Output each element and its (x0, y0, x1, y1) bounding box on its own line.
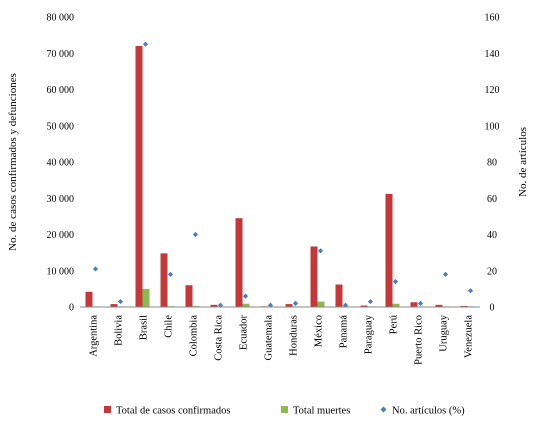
bar-total-de-casos-confirmados-brasil (135, 46, 143, 307)
legend-swatch-total-de-casos-confirmados (104, 406, 111, 413)
bar-total-de-casos-confirmados-chile (160, 253, 168, 307)
y-tick-right: 60 (487, 194, 497, 205)
bar-total-de-casos-confirmados-argentina (85, 291, 93, 307)
category-label-ecuador: Ecuador (239, 314, 250, 349)
category-label-colombia: Colombia (189, 315, 200, 357)
y-tick-right: 120 (485, 85, 500, 96)
point-venezuela (467, 288, 474, 294)
y-tick-left: 60 000 (47, 85, 75, 96)
y-tick-right: 80 (487, 158, 497, 169)
y-tick-left: 20 000 (47, 230, 75, 241)
point-chile (167, 271, 174, 277)
y-axis-left-title: No. de casos confirmados y defunciones (7, 73, 19, 251)
y-tick-left: 80 000 (47, 13, 75, 24)
y-axis-left: 0 10 000 20 000 30 000 40 000 50 000 60 000 70 … (47, 13, 75, 314)
category-label-costa-rica: Costa Rica (214, 315, 225, 361)
category-label-honduras: Honduras (289, 315, 300, 356)
y-tick-left: 10 000 (47, 266, 75, 277)
y-tick-right: 40 (487, 230, 497, 241)
y-tick-right: 20 (487, 266, 497, 277)
point-peru (392, 279, 399, 285)
y-tick-right: 100 (485, 121, 500, 132)
bar-total-de-casos-confirmados-paraguay (360, 305, 368, 307)
legend-swatch-no-articulos (380, 406, 387, 413)
bar-total-de-casos-confirmados-honduras (285, 304, 293, 307)
point-guatemala (267, 302, 274, 308)
y-axis-right-title: No. de artículos (517, 127, 529, 197)
legend-label-total-muertes: Total muertes (293, 406, 350, 417)
legend-label-total-de-casos-confirmados: Total de casos confirmados (116, 406, 230, 417)
bar-total-muertes-brasil (142, 288, 150, 307)
category-label-puerto-rico: Puerto Rico (414, 315, 425, 365)
point-argentina (92, 266, 99, 272)
point-panama (342, 302, 349, 308)
legend-swatch-total-muertes (281, 406, 288, 413)
y-tick-left: 50 000 (47, 121, 75, 132)
bar-total-de-casos-confirmados-venezuela (460, 305, 468, 307)
category-label-brasil: Brasil (139, 315, 150, 340)
y-tick-right: 160 (485, 13, 500, 24)
category-label-guatemala: Guatemala (264, 315, 275, 361)
point-uruguay (442, 271, 449, 277)
y-tick-right: 140 (485, 49, 500, 60)
category-label-venezuela: Venezuela (464, 315, 475, 358)
points (92, 41, 474, 308)
legend-label-no-articulos: No. artículos (%) (392, 406, 465, 417)
bar-total-de-casos-confirmados-peru (385, 193, 393, 307)
bar-total-de-casos-confirmados-costa-rica (210, 304, 218, 307)
category-label-argentina: Argentina (89, 315, 100, 357)
point-brasil (142, 41, 149, 47)
y-tick-right: 0 (490, 303, 495, 314)
bar-total-de-casos-confirmados-uruguay (435, 304, 443, 307)
bar-total-muertes-peru (392, 303, 400, 307)
bar-total-muertes-mexico (317, 301, 325, 307)
category-label-panama: Panamá (339, 315, 350, 349)
bar-total-de-casos-confirmados-ecuador (235, 218, 243, 307)
point-bolivia (117, 298, 124, 305)
bar-total-de-casos-confirmados-mexico (310, 246, 318, 307)
bar-total-muertes-ecuador (242, 303, 250, 307)
point-mexico (317, 248, 324, 254)
y-tick-left: 30 000 (47, 194, 75, 205)
point-honduras (292, 300, 299, 306)
point-ecuador (242, 293, 249, 299)
y-tick-left: 0 (69, 303, 74, 314)
bar-total-de-casos-confirmados-panama (335, 284, 343, 307)
point-colombia (192, 231, 199, 238)
bar-total-de-casos-confirmados-colombia (185, 285, 193, 307)
x-axis-categories: Argentina Bolivia Brasil Chile Colombia Costa… (89, 314, 475, 365)
bar-total-de-casos-confirmados-bolivia (110, 304, 118, 307)
point-puerto-rico (417, 300, 424, 306)
bar-total-de-casos-confirmados-puerto-rico (410, 302, 418, 307)
point-paraguay (367, 298, 374, 305)
legend: Total de casos confirmados Total muertes N… (104, 406, 465, 417)
y-tick-left: 40 000 (47, 158, 75, 169)
category-label-bolivia: Bolivia (114, 315, 125, 346)
point-costa-rica (217, 302, 224, 308)
category-label-paraguay: Paraguay (364, 314, 375, 354)
y-axis-right: 0 20 40 60 80 100 120 140 160 (485, 13, 500, 314)
category-label-peru: Perú (389, 314, 400, 334)
category-label-mexico: México (314, 315, 325, 347)
category-label-chile: Chile (164, 315, 175, 338)
category-label-uruguay: Uruguay (439, 314, 450, 351)
bars (85, 46, 475, 307)
y-tick-left: 70 000 (47, 49, 75, 60)
